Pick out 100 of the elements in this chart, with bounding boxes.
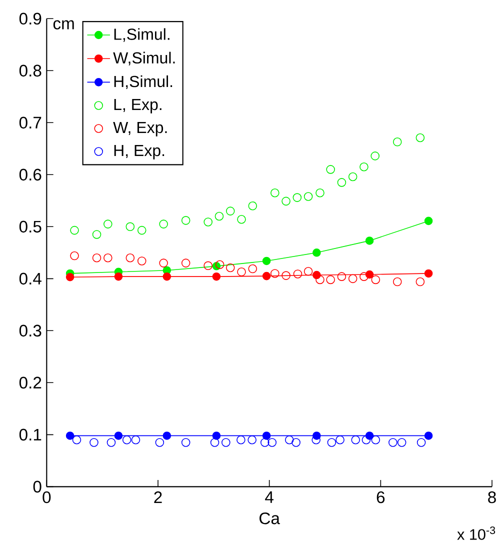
point bbox=[66, 432, 74, 440]
point bbox=[371, 435, 380, 444]
point bbox=[70, 251, 79, 260]
point bbox=[214, 212, 224, 221]
legend-label: W,Simul. bbox=[113, 52, 175, 66]
point bbox=[270, 188, 280, 198]
point bbox=[292, 193, 302, 202]
point bbox=[348, 172, 358, 182]
point bbox=[392, 138, 402, 146]
point bbox=[159, 220, 168, 228]
x-tick-label: 2 bbox=[154, 491, 162, 504]
point bbox=[236, 435, 246, 444]
point bbox=[392, 277, 402, 286]
point bbox=[106, 438, 116, 447]
legend-label: H,Simul. bbox=[114, 75, 172, 90]
legend-label: L,Simul. bbox=[114, 28, 170, 42]
point bbox=[416, 133, 425, 142]
point bbox=[226, 263, 235, 272]
point bbox=[416, 277, 425, 286]
point bbox=[397, 438, 406, 447]
point bbox=[351, 435, 360, 444]
point bbox=[204, 218, 212, 226]
point bbox=[316, 275, 324, 284]
point bbox=[388, 438, 398, 447]
point bbox=[212, 432, 221, 440]
x-tick-label: 8 bbox=[488, 491, 496, 504]
point bbox=[181, 258, 190, 268]
point bbox=[371, 275, 380, 284]
legend-label: W, Exp. bbox=[113, 122, 167, 136]
point bbox=[312, 248, 321, 257]
point bbox=[159, 258, 168, 268]
point bbox=[282, 271, 290, 280]
point bbox=[424, 432, 433, 440]
point bbox=[104, 220, 112, 228]
point bbox=[137, 256, 146, 266]
point bbox=[337, 178, 346, 187]
point bbox=[292, 438, 300, 447]
point bbox=[212, 272, 221, 281]
point bbox=[70, 226, 79, 235]
point bbox=[316, 188, 324, 198]
x-tick-label: 4 bbox=[265, 491, 274, 503]
point bbox=[416, 438, 426, 447]
point bbox=[304, 192, 313, 201]
point bbox=[248, 201, 258, 210]
x-tick-label: 6 bbox=[376, 491, 385, 504]
point bbox=[326, 165, 335, 174]
point bbox=[360, 162, 368, 172]
point bbox=[181, 216, 190, 225]
point bbox=[114, 432, 123, 440]
point bbox=[424, 216, 433, 226]
point bbox=[137, 226, 146, 235]
point bbox=[248, 435, 256, 444]
x-axis-title: Ca bbox=[260, 512, 280, 524]
y-tick-label: 0.6 bbox=[19, 168, 42, 181]
point bbox=[260, 438, 270, 447]
y-tick-label: 0.5 bbox=[19, 220, 42, 233]
point bbox=[104, 253, 112, 262]
point bbox=[222, 438, 230, 447]
y-tick-label: 0.8 bbox=[19, 64, 42, 77]
point bbox=[424, 269, 433, 278]
y-tick-label: 0.9 bbox=[19, 12, 42, 25]
y-tick-label: 0 bbox=[33, 480, 42, 493]
x-tick-label: 0 bbox=[42, 491, 51, 504]
point bbox=[204, 261, 212, 270]
point bbox=[237, 214, 246, 224]
point bbox=[92, 253, 102, 262]
point bbox=[122, 435, 132, 444]
point bbox=[293, 270, 302, 278]
point bbox=[162, 272, 172, 281]
y-axis-title: cm bbox=[53, 20, 74, 30]
point bbox=[282, 196, 290, 206]
y-tick-label: 0.4 bbox=[19, 272, 42, 285]
point bbox=[92, 230, 102, 239]
point bbox=[336, 435, 344, 444]
y-tick-label: 0.1 bbox=[19, 428, 42, 441]
point bbox=[155, 438, 164, 447]
point bbox=[270, 269, 280, 278]
text: x 10$^{-3}$ bbox=[457, 526, 496, 540]
point bbox=[72, 435, 82, 444]
point bbox=[126, 253, 135, 262]
point bbox=[248, 264, 258, 274]
point bbox=[365, 236, 374, 245]
point bbox=[304, 266, 313, 276]
point bbox=[90, 438, 98, 447]
legend-label: L, Exp. bbox=[114, 98, 162, 114]
point bbox=[268, 438, 277, 447]
point bbox=[181, 438, 190, 447]
point bbox=[215, 260, 224, 270]
point bbox=[262, 432, 271, 440]
point bbox=[131, 435, 140, 444]
point bbox=[362, 435, 371, 444]
y-tick-label: 0.7 bbox=[19, 116, 42, 129]
point bbox=[327, 438, 336, 447]
point bbox=[114, 272, 123, 281]
point bbox=[370, 152, 380, 160]
point bbox=[126, 222, 135, 232]
point bbox=[210, 438, 220, 447]
point bbox=[284, 435, 294, 444]
point bbox=[162, 432, 172, 440]
point bbox=[226, 206, 235, 216]
